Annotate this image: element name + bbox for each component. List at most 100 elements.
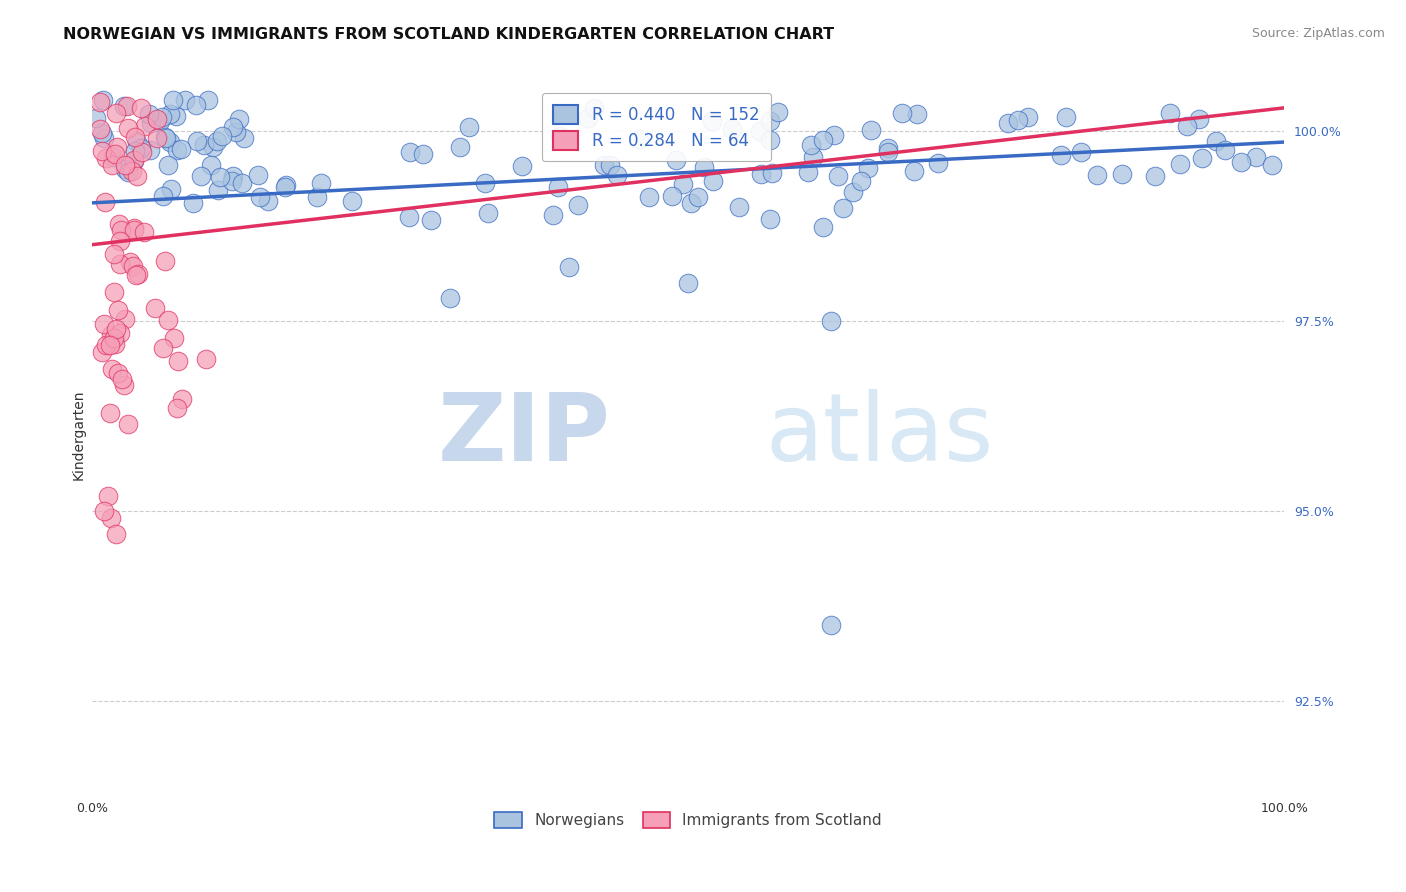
Point bbox=[152, 188, 174, 202]
Point bbox=[93, 317, 115, 331]
Point bbox=[127, 267, 149, 281]
Point bbox=[1246, 150, 1268, 164]
Point bbox=[340, 194, 363, 208]
Point bbox=[104, 146, 127, 161]
Point bbox=[257, 194, 280, 208]
Point bbox=[800, 137, 823, 152]
Point bbox=[122, 153, 145, 168]
Point bbox=[1050, 147, 1073, 161]
Point bbox=[103, 285, 125, 299]
Point bbox=[592, 158, 614, 172]
Point bbox=[231, 176, 253, 190]
Point bbox=[420, 213, 443, 227]
Point bbox=[117, 417, 139, 432]
Point bbox=[112, 99, 135, 113]
Point bbox=[567, 197, 589, 211]
Point bbox=[96, 338, 118, 352]
Point bbox=[665, 153, 688, 167]
Point bbox=[688, 190, 710, 204]
Point bbox=[1143, 169, 1166, 183]
Point bbox=[124, 268, 146, 282]
Point bbox=[997, 116, 1019, 130]
Point bbox=[170, 392, 193, 406]
Point bbox=[94, 194, 117, 209]
Point bbox=[599, 158, 621, 172]
Point bbox=[97, 489, 120, 503]
Point bbox=[134, 119, 156, 133]
Point bbox=[820, 617, 842, 632]
Point bbox=[249, 190, 271, 204]
Point bbox=[1085, 168, 1108, 182]
Point bbox=[761, 166, 783, 180]
Point bbox=[820, 314, 842, 328]
Point bbox=[801, 150, 824, 164]
Point bbox=[827, 169, 849, 183]
Point bbox=[859, 123, 882, 137]
Point bbox=[166, 144, 188, 158]
Point bbox=[98, 338, 121, 352]
Point bbox=[681, 195, 703, 210]
Point bbox=[309, 176, 332, 190]
Point bbox=[108, 234, 131, 248]
Point bbox=[721, 121, 744, 136]
Point bbox=[111, 372, 134, 386]
Point bbox=[1215, 144, 1237, 158]
Point bbox=[766, 104, 789, 119]
Point bbox=[211, 128, 233, 143]
Point bbox=[108, 217, 131, 231]
Point bbox=[152, 341, 174, 355]
Point bbox=[166, 401, 188, 415]
Point bbox=[183, 195, 205, 210]
Point bbox=[449, 140, 471, 154]
Text: atlas: atlas bbox=[766, 389, 994, 481]
Point bbox=[439, 291, 461, 305]
Point bbox=[129, 101, 152, 115]
Point bbox=[1111, 167, 1133, 181]
Point bbox=[813, 133, 835, 147]
Point bbox=[100, 511, 122, 525]
Point bbox=[576, 112, 599, 126]
Point bbox=[209, 169, 232, 184]
Point bbox=[90, 145, 112, 159]
Point bbox=[1054, 110, 1077, 124]
Point bbox=[115, 98, 138, 112]
Point bbox=[550, 128, 572, 143]
Point bbox=[547, 180, 569, 194]
Point bbox=[474, 176, 496, 190]
Point bbox=[163, 331, 186, 345]
Text: ZIP: ZIP bbox=[437, 389, 610, 481]
Point bbox=[510, 159, 533, 173]
Point bbox=[195, 352, 218, 367]
Point bbox=[107, 302, 129, 317]
Point bbox=[877, 145, 900, 159]
Point bbox=[153, 254, 176, 268]
Point bbox=[89, 95, 111, 110]
Point bbox=[276, 178, 298, 192]
Point bbox=[225, 125, 247, 139]
Point bbox=[122, 223, 145, 237]
Point bbox=[114, 158, 136, 172]
Point bbox=[1170, 157, 1192, 171]
Point bbox=[125, 169, 148, 183]
Point bbox=[823, 128, 845, 142]
Point bbox=[398, 145, 420, 159]
Point bbox=[141, 116, 163, 130]
Point bbox=[117, 120, 139, 135]
Point bbox=[114, 312, 136, 326]
Point bbox=[842, 186, 865, 200]
Point bbox=[1007, 112, 1029, 127]
Point bbox=[159, 107, 181, 121]
Point bbox=[98, 406, 121, 420]
Point bbox=[1205, 134, 1227, 148]
Point bbox=[628, 131, 651, 145]
Point bbox=[200, 158, 222, 172]
Point bbox=[155, 130, 177, 145]
Point bbox=[758, 212, 780, 227]
Point bbox=[108, 257, 131, 271]
Point bbox=[159, 135, 181, 149]
Point bbox=[89, 122, 111, 136]
Point bbox=[693, 160, 716, 174]
Point bbox=[96, 151, 118, 165]
Point bbox=[1230, 155, 1253, 169]
Point bbox=[90, 345, 112, 359]
